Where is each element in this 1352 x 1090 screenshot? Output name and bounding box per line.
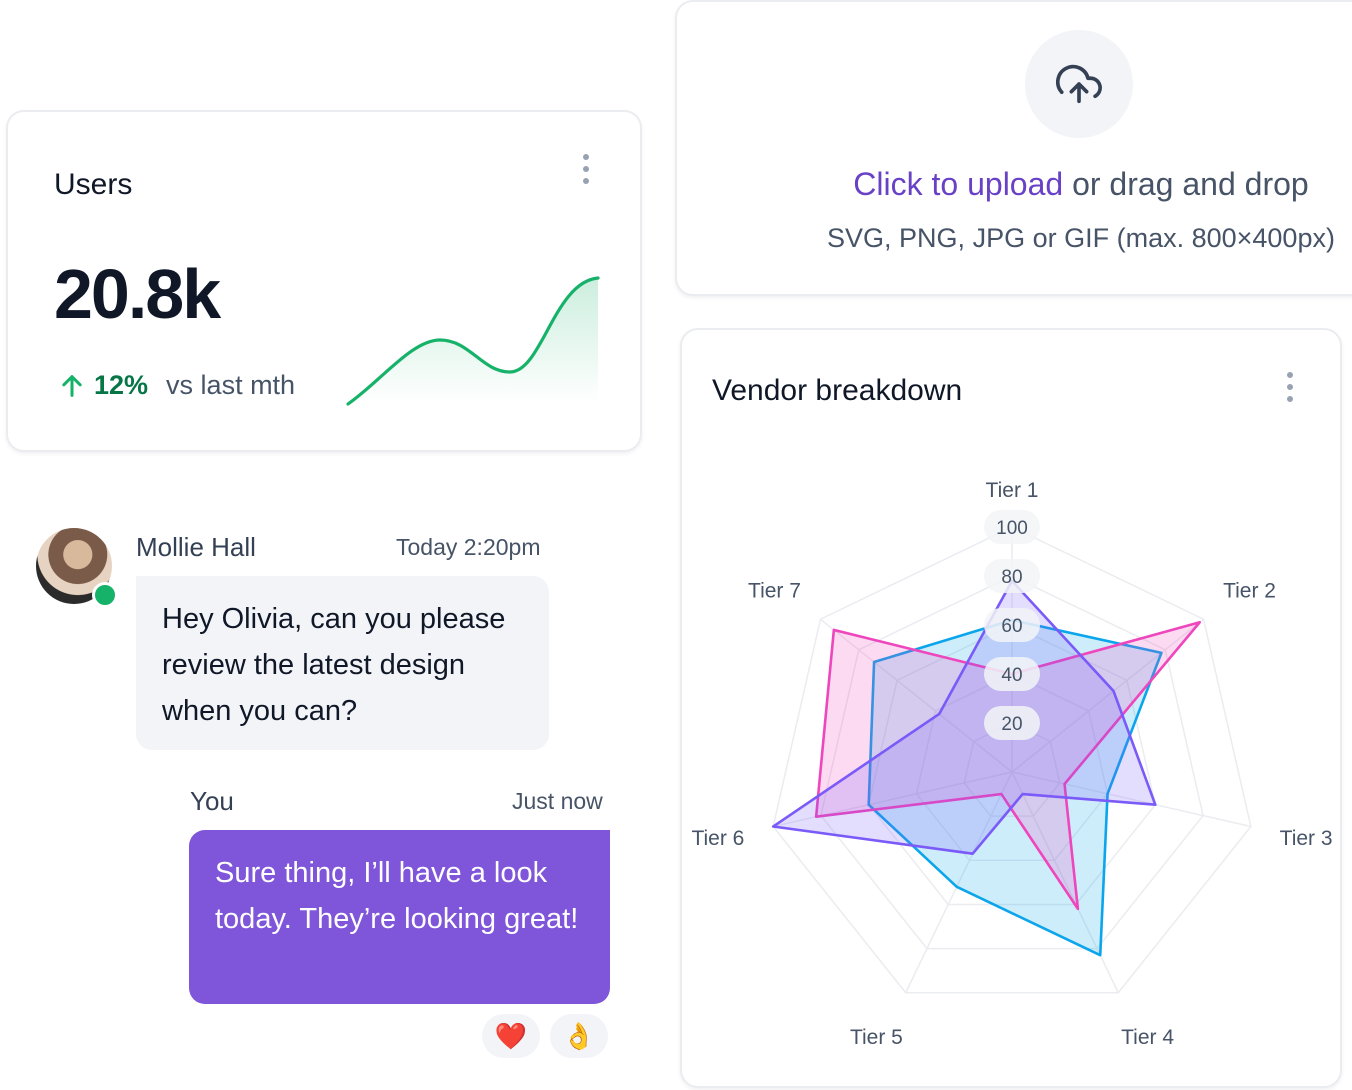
radar-chart: 20 40 60 80 100 Tier 1 Tier 2 Tier 3 Tier 4 Tier … <box>691 479 1333 1049</box>
own-name: You <box>190 786 234 816</box>
upload-cloud-icon <box>1056 64 1102 104</box>
radar-tick-pill <box>984 510 1040 544</box>
radar-spoke <box>772 771 1013 828</box>
message-timestamp: Today 2:20pm <box>396 534 541 560</box>
upload-icon-wrapper <box>1025 30 1133 138</box>
radar-tick-label: 60 <box>1001 616 1022 637</box>
users-sparkline <box>346 276 600 406</box>
users-trend: 12% vs last mth <box>58 370 295 401</box>
dots-vertical-icon[interactable] <box>580 154 592 190</box>
arrow-up-icon <box>62 374 82 397</box>
radar-tick-pill <box>984 559 1040 593</box>
radar-category-label: Tier 7 <box>748 579 801 602</box>
trend-percent: 12% <box>94 370 149 400</box>
radar-grid-ring <box>772 526 1252 994</box>
vendor-card-title: Vendor breakdown <box>712 374 963 407</box>
drag-drop-text: or drag and drop <box>1063 166 1309 202</box>
users-value: 20.8k <box>54 255 221 333</box>
dots-vertical-icon[interactable] <box>1284 372 1296 408</box>
radar-category-label: Tier 6 <box>691 827 744 850</box>
outgoing-message-bubble: Sure thing, I’ll have a look today. They… <box>189 830 610 1004</box>
reaction-ok-hand[interactable]: 👌 <box>550 1014 608 1058</box>
radar-tick-pill <box>984 657 1040 691</box>
radar-grid-ring <box>867 624 1157 906</box>
radar-grid-ring <box>820 575 1204 950</box>
radar-series-1 <box>867 618 1163 957</box>
users-card-title: Users <box>54 168 133 201</box>
vendor-breakdown-card: Vendor breakdown 20 40 60 80 100 Tier 1 Tier 2… <box>680 328 1342 1088</box>
upload-hint: SVG, PNG, JPG or GIF (max. 800×400px) <box>827 223 1335 253</box>
radar-grid-ring <box>963 722 1061 817</box>
radar-category-label: Tier 4 <box>1121 1026 1174 1049</box>
radar-spoke <box>905 771 1013 994</box>
radar-tick-label: 20 <box>1001 714 1022 735</box>
radar-spoke <box>1011 771 1252 828</box>
radar-grid-ring <box>915 673 1109 862</box>
radar-tick-label: 80 <box>1001 567 1022 588</box>
chat-thread: Mollie Hall Today 2:20pm Hey Olivia, can… <box>0 490 650 1072</box>
radar-tick-label: 40 <box>1001 665 1022 686</box>
radar-spoke <box>1011 618 1205 773</box>
radar-category-label: Tier 2 <box>1223 579 1276 602</box>
radar-spoke <box>819 618 1013 773</box>
online-status-indicator <box>92 582 118 608</box>
radar-tick-label: 100 <box>996 518 1028 539</box>
radar-tick-pill <box>984 706 1040 740</box>
radar-series-3 <box>771 579 1157 855</box>
radar-category-label: Tier 5 <box>850 1026 903 1049</box>
radar-tick-pill <box>984 608 1040 642</box>
upload-instructions: Click to upload or drag and drop <box>677 166 1352 203</box>
radar-category-label: Tier 1 <box>986 479 1039 502</box>
own-message-timestamp: Just now <box>512 788 603 814</box>
incoming-message-bubble: Hey Olivia, can you please review the la… <box>136 576 549 750</box>
radar-series-2 <box>814 621 1202 911</box>
trend-label: vs last mth <box>166 370 296 400</box>
sender-name: Mollie Hall <box>136 532 256 562</box>
radar-category-label: Tier 3 <box>1280 827 1333 850</box>
users-stat-card: Users 20.8k 12% vs last mth <box>6 110 642 452</box>
file-upload-dropzone[interactable]: Click to upload or drag and drop SVG, PN… <box>675 0 1352 296</box>
click-to-upload-link[interactable]: Click to upload <box>853 166 1064 202</box>
reaction-heart[interactable]: ❤️ <box>482 1014 540 1058</box>
